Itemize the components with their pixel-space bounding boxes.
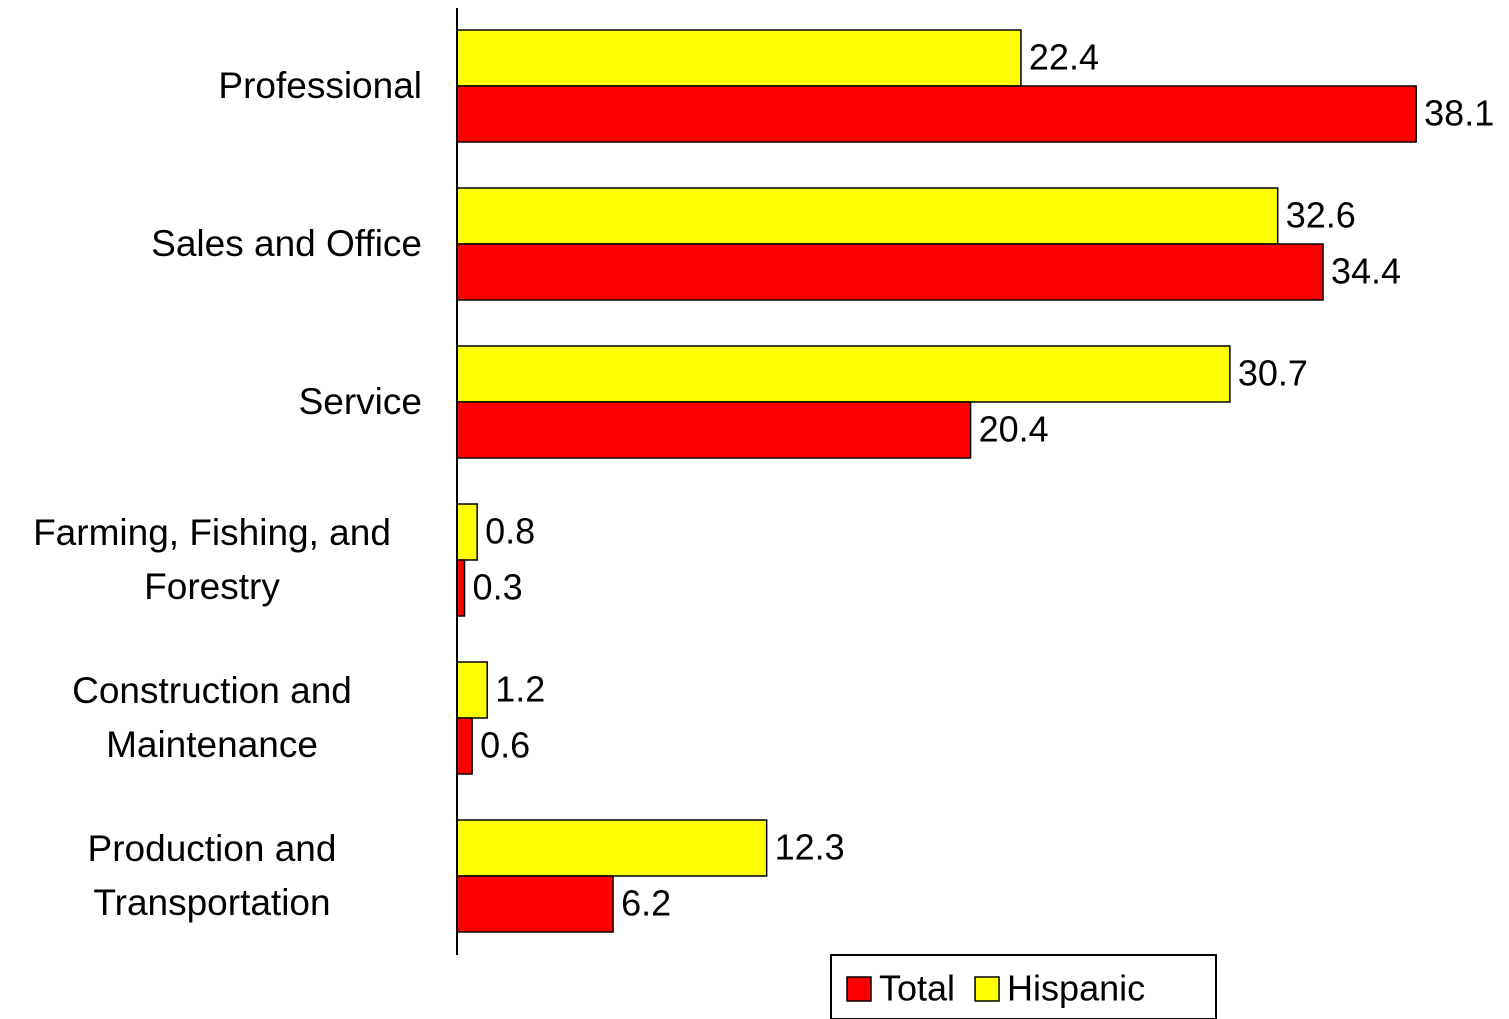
category-label: Service [298, 381, 422, 422]
bar [456, 503, 478, 561]
value-label: 1.2 [495, 669, 545, 710]
value-label: 38.1 [1424, 93, 1494, 134]
category-label-box: Farming, Fishing, and Forestry [2, 490, 422, 630]
bar [456, 875, 614, 933]
bar [456, 187, 1279, 245]
category-label: Production and Transportation [87, 828, 337, 923]
category-label-box: Construction and Maintenance [2, 648, 422, 788]
legend-swatch [974, 976, 1000, 1002]
legend-label: Total [879, 968, 955, 1009]
bar [456, 717, 473, 775]
value-label: 0.8 [485, 511, 535, 552]
category-label-box: Sales and Office [2, 174, 422, 314]
legend-swatch [846, 976, 872, 1002]
category-label-box: Professional [2, 16, 422, 156]
bar [456, 401, 972, 459]
category-label: Professional [218, 65, 422, 106]
value-label: 34.4 [1331, 251, 1401, 292]
category-label: Sales and Office [151, 223, 422, 264]
bar [456, 243, 1324, 301]
value-label: 12.3 [775, 827, 845, 868]
bar [456, 29, 1022, 87]
bar [456, 85, 1417, 143]
bar [456, 345, 1231, 403]
value-label: 6.2 [621, 883, 671, 924]
legend-box [830, 954, 1217, 1019]
bar [456, 819, 768, 877]
legend-label: Hispanic [1007, 968, 1145, 1009]
value-label: 30.7 [1238, 353, 1308, 394]
category-label: Farming, Fishing, and Forestry [33, 512, 391, 607]
category-label-box: Production and Transportation [2, 806, 422, 946]
bar [456, 661, 488, 719]
value-label: 22.4 [1029, 37, 1099, 78]
value-label: 20.4 [979, 409, 1049, 450]
category-label: Construction and Maintenance [72, 670, 352, 765]
value-label: 32.6 [1286, 195, 1356, 236]
category-label-box: Service [2, 332, 422, 472]
value-label: 0.6 [480, 725, 530, 766]
bar [456, 559, 466, 617]
value-label: 0.3 [473, 567, 523, 608]
